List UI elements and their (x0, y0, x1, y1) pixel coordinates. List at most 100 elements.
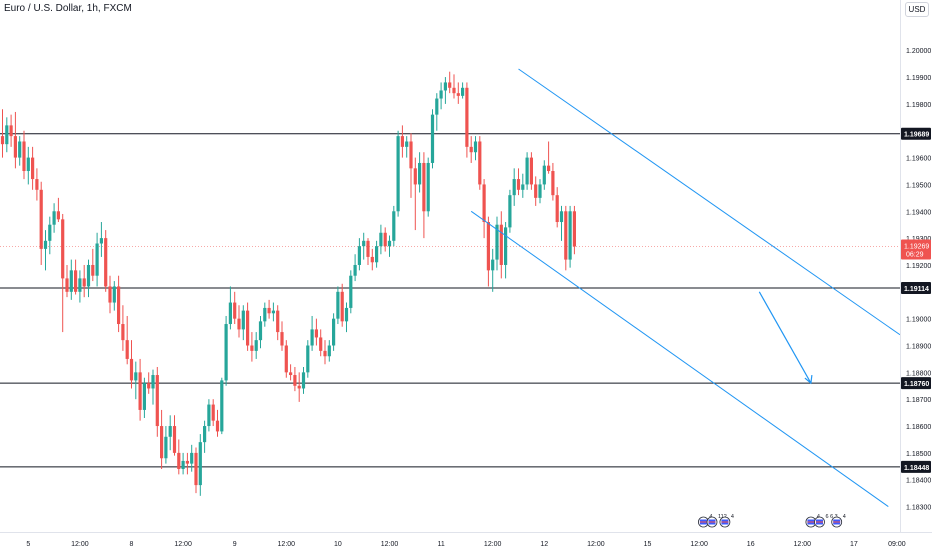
price-tick-label: 1.18900 (906, 344, 931, 351)
current-price-badge (901, 239, 931, 260)
candle-body (392, 211, 396, 241)
candle (194, 447, 198, 494)
candle-body (357, 246, 361, 265)
price-axis-border (900, 0, 901, 532)
flag-stripe (721, 521, 729, 523)
candle (181, 452, 185, 475)
candle (203, 420, 207, 453)
candle (13, 111, 17, 169)
candle-body (284, 345, 288, 373)
candle (138, 358, 142, 421)
time-tick-label: 8 (130, 541, 134, 548)
candle-body (400, 136, 404, 147)
candle (336, 286, 340, 325)
candle-body (13, 136, 17, 158)
candle (568, 205, 572, 268)
candle-body (353, 264, 357, 276)
candle-body (405, 141, 409, 147)
candle-body (478, 141, 482, 185)
candle (18, 136, 22, 166)
symbol-title[interactable]: Euro / U.S. Dollar, 1h, FXCM (4, 3, 132, 14)
time-tick-label: 12:00 (690, 541, 708, 548)
candle (340, 283, 344, 327)
candle-body (104, 238, 108, 287)
candle-body (237, 318, 241, 330)
candle (155, 366, 159, 437)
candle-body (495, 224, 499, 260)
candle-body (439, 90, 443, 99)
candle-body (172, 426, 177, 453)
candle-body (271, 310, 275, 314)
candle-body (250, 345, 254, 351)
candle-body (327, 345, 331, 357)
candle (379, 224, 383, 255)
candle (499, 211, 503, 279)
candle-body (555, 195, 559, 223)
candle-body (310, 329, 314, 346)
candle (452, 74, 456, 99)
candle-body (263, 307, 267, 322)
candle-body (534, 184, 538, 198)
candle (495, 216, 499, 271)
price-tick-label: 1.18300 (906, 505, 931, 512)
event-marker[interactable]: 4 (831, 514, 846, 528)
candle-body (61, 219, 65, 279)
candle-body (215, 420, 220, 432)
price-level-badge (901, 377, 931, 390)
candle (271, 302, 275, 322)
candle (547, 141, 551, 174)
candle (125, 315, 129, 365)
event-marker[interactable]: 6 6 3 (814, 514, 838, 528)
currency-button[interactable]: USD (905, 2, 929, 17)
candle (250, 332, 254, 362)
candle-body (314, 329, 318, 338)
candle-body (504, 227, 508, 265)
candle-body (568, 211, 572, 260)
candle (482, 179, 486, 239)
candle (211, 399, 215, 427)
candle (465, 82, 469, 158)
candle-body (65, 278, 69, 292)
event-marker[interactable]: 112 (706, 514, 727, 528)
candle-body (267, 307, 271, 314)
candle (448, 71, 452, 94)
candle (473, 136, 478, 161)
candle (117, 275, 121, 333)
candle-body (207, 404, 211, 427)
candle-body (430, 114, 435, 163)
candle-body (22, 141, 26, 172)
candle (207, 399, 211, 432)
candle-body (461, 87, 465, 96)
candle-body (254, 340, 258, 351)
candle-body (452, 87, 456, 94)
candle-body (448, 82, 452, 88)
candle-body (443, 82, 447, 91)
price-tick-label: 1.18600 (906, 424, 931, 431)
channel-lower-line (470, 210, 889, 507)
candle-body (375, 246, 379, 263)
candle (276, 305, 280, 341)
candle (82, 264, 86, 298)
candle (426, 157, 430, 217)
price-tick-label: 1.20000 (906, 48, 931, 55)
candle-body (280, 332, 284, 346)
candle (26, 146, 30, 185)
price-level-badge (901, 127, 931, 140)
candle-body (435, 98, 439, 115)
candle-body (39, 189, 43, 249)
candle (190, 444, 194, 472)
candle-body (125, 340, 129, 359)
candle-body (185, 460, 189, 464)
candle (99, 222, 103, 257)
event-marker[interactable]: 4 (719, 514, 734, 528)
time-tick-label: 12 (540, 541, 548, 548)
candle (121, 305, 125, 351)
time-tick-label: 12:00 (484, 541, 502, 548)
candle (172, 415, 177, 456)
candle-body (559, 211, 564, 223)
candle-body (155, 375, 159, 427)
candle (78, 270, 82, 303)
candle-body (473, 141, 478, 153)
